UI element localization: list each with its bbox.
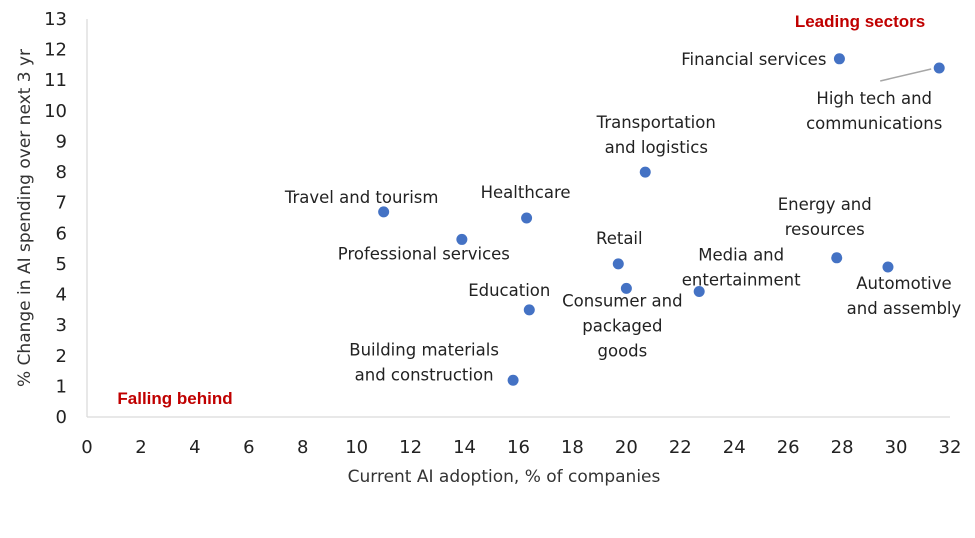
x-tick-label: 28	[831, 437, 854, 458]
x-tick-label: 10	[345, 437, 368, 458]
x-tick-label: 0	[81, 437, 92, 458]
label-line: Education	[468, 281, 550, 300]
point-professional-services	[456, 233, 468, 245]
x-tick-label: 20	[615, 437, 638, 458]
x-axis-title: Current AI adoption, % of companies	[348, 467, 661, 487]
leader-lines	[880, 68, 932, 82]
label-line: communications	[806, 114, 942, 133]
x-tick-label: 30	[885, 437, 908, 458]
point-energy-and-resources	[831, 252, 843, 264]
label-line: goods	[598, 341, 648, 360]
label-high-tech-and-communications: High tech and communications	[806, 89, 942, 133]
label-line: Consumer and	[562, 291, 682, 310]
point-retail	[612, 258, 624, 270]
x-tick-label: 26	[777, 437, 800, 458]
label-line: Professional services	[338, 244, 510, 263]
label-consumer-and-packaged-goods: Consumer and packaged goods	[562, 291, 682, 360]
point-consumer-and-packaged-goods	[620, 282, 632, 294]
point-automotive-and-assembly	[882, 261, 894, 273]
label-energy-and-resources: Energy and resources	[778, 195, 872, 239]
point-healthcare	[521, 212, 533, 224]
label-line: Transportation	[596, 113, 716, 132]
y-tick-label: 11	[44, 70, 67, 91]
x-tick-label: 4	[189, 437, 200, 458]
x-tick-label: 18	[561, 437, 584, 458]
label-line: Financial services	[681, 50, 826, 69]
y-tick-label: 13	[44, 9, 67, 30]
y-tick-label: 12	[44, 40, 67, 61]
y-tick-label: 4	[56, 285, 67, 306]
y-tick-label: 10	[44, 101, 67, 122]
y-tick-label: 0	[56, 407, 67, 428]
y-tick-label: 3	[56, 315, 67, 336]
point-building-materials-and-construction	[507, 374, 519, 386]
label-professional-services: Professional services	[338, 244, 510, 263]
label-line: High tech and	[816, 89, 932, 108]
y-tick-label: 9	[56, 131, 67, 152]
label-line: Healthcare	[481, 183, 571, 202]
label-transportation-and-logistics: Transportation and logistics	[596, 113, 716, 157]
label-media-and-entertainment: Media and entertainment	[682, 245, 801, 289]
label-building-materials-and-construction: Building materials and construction	[349, 340, 499, 384]
x-tick-label: 32	[939, 437, 962, 458]
point-financial-services	[833, 53, 845, 65]
point-high-tech-and-communications	[933, 62, 945, 74]
leading-sectors-annotation: Leading sectors	[795, 12, 925, 31]
label-education: Education	[468, 281, 550, 300]
y-tick-label: 2	[56, 346, 67, 367]
y-axis-title: % Change in AI spending over next 3 yr	[15, 49, 35, 387]
data-points	[378, 53, 945, 386]
label-automotive-and-assembly: Automotive and assembly	[847, 274, 962, 318]
label-line: resources	[785, 220, 865, 239]
x-tick-label: 6	[243, 437, 254, 458]
leader-line-high-tech-and-communications	[880, 68, 932, 82]
label-line: and assembly	[847, 299, 962, 318]
label-financial-services: Financial services	[681, 50, 826, 69]
axes	[86, 19, 950, 418]
label-line: Automotive	[856, 274, 951, 293]
x-tick-label: 16	[507, 437, 530, 458]
label-retail: Retail	[596, 229, 643, 248]
point-education	[523, 304, 535, 316]
label-line: Retail	[596, 229, 643, 248]
label-line: Media and	[698, 245, 784, 264]
label-line: Travel and tourism	[284, 188, 439, 207]
y-tick-label: 6	[56, 223, 67, 244]
y-tick-label: 7	[56, 193, 67, 214]
y-tick-label: 1	[56, 376, 67, 397]
label-line: and construction	[355, 365, 494, 384]
falling-behind-annotation: Falling behind	[117, 389, 232, 408]
x-tick-label: 24	[723, 437, 746, 458]
label-line: packaged	[582, 316, 662, 335]
label-line: entertainment	[682, 270, 801, 289]
x-tick-label: 14	[453, 437, 476, 458]
x-tick-label: 12	[399, 437, 422, 458]
y-tick-label: 5	[56, 254, 67, 275]
point-transportation-and-logistics	[639, 166, 651, 178]
x-tick-label: 8	[297, 437, 308, 458]
label-line: Building materials	[349, 340, 499, 359]
point-travel-and-tourism	[378, 206, 390, 218]
label-line: Energy and	[778, 195, 872, 214]
y-tick-label: 8	[56, 162, 67, 183]
point-media-and-entertainment	[693, 285, 705, 297]
point-labels: Financial services High tech and communica…	[284, 50, 962, 384]
label-travel-and-tourism: Travel and tourism	[284, 188, 439, 207]
label-line: and logistics	[605, 138, 708, 157]
x-tick-label: 2	[135, 437, 146, 458]
label-healthcare: Healthcare	[481, 183, 571, 202]
x-tick-label: 22	[669, 437, 692, 458]
tick-labels: 0 2 4 6 8 10 12 14 16 18 20 22 24 26 28 30 3201234567891…	[44, 9, 961, 458]
